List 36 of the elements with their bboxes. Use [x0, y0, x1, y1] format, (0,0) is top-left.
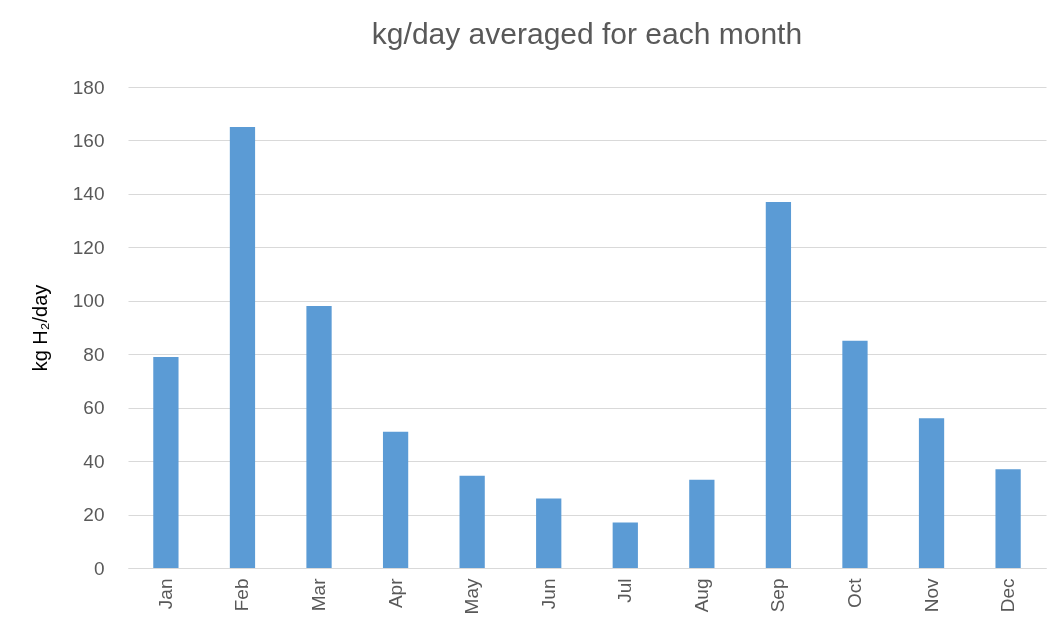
x-tick-label: Jul: [614, 578, 636, 603]
bar: [382, 431, 409, 568]
x-tick-label: Dec: [997, 578, 1019, 613]
bar: [612, 522, 638, 568]
x-tick-label: May: [461, 578, 483, 615]
bar: [918, 418, 945, 568]
bar: [995, 469, 1021, 568]
x-tick-label: Jan: [154, 578, 176, 610]
x-tick-label: Feb: [231, 578, 253, 612]
x-tick-label: Aug: [690, 578, 712, 613]
y-tick-label: 0: [93, 557, 105, 579]
y-tick-label: 120: [72, 236, 105, 258]
bar: [459, 475, 485, 568]
y-tick-label: 100: [72, 290, 105, 312]
x-tick-label: Apr: [384, 577, 406, 609]
y-tick-label: 80: [83, 343, 105, 365]
y-tick-label: 20: [83, 504, 105, 526]
bar: [153, 356, 179, 568]
y-axis-title: kg H₂/day: [28, 284, 51, 372]
y-tick-label: 40: [83, 450, 105, 472]
y-tick-label: 180: [72, 76, 105, 98]
y-tick-label: 160: [72, 129, 105, 151]
x-tick-label: Oct: [843, 577, 865, 609]
x-tick-label: Mar: [308, 577, 330, 612]
y-tick-label: 140: [72, 183, 105, 205]
chart-title: kg/day averaged for each month: [371, 17, 803, 50]
bar: [842, 340, 868, 568]
x-tick-label: Jun: [537, 578, 559, 610]
bar: [229, 127, 256, 568]
x-tick-label: Sep: [767, 578, 789, 613]
bar: [536, 498, 562, 568]
y-tick-label: 60: [83, 397, 105, 419]
bar: [689, 479, 715, 568]
bar: [306, 306, 332, 568]
x-tick-label: Nov: [920, 578, 942, 613]
bar: [765, 201, 792, 568]
